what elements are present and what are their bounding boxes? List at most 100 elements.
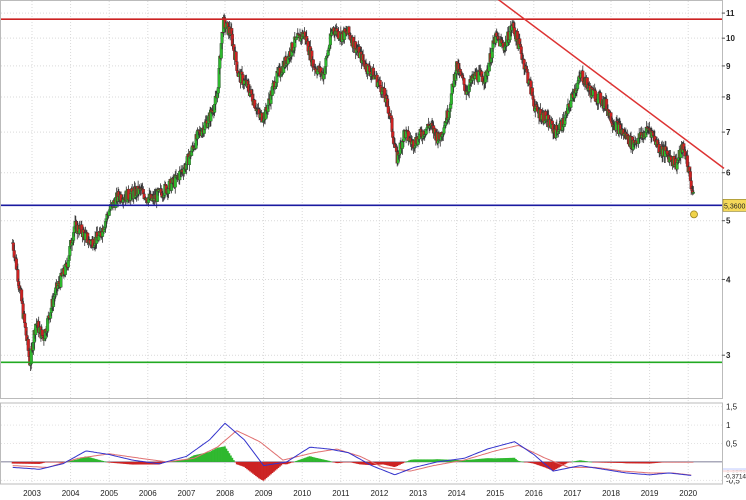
- macd-histogram-bar: [262, 461, 265, 481]
- macd-histogram-bar: [691, 461, 694, 463]
- macd-histogram-bar: [131, 461, 134, 465]
- macd-histogram-bar: [93, 458, 96, 462]
- macd-histogram-bar: [409, 459, 412, 462]
- macd-histogram-bar: [500, 458, 502, 462]
- macd-histogram-bar: [148, 461, 151, 465]
- macd-histogram-bar: [555, 461, 557, 470]
- macd-histogram-bar: [391, 461, 394, 467]
- macd-signal-line: [12, 430, 692, 476]
- macd-histogram-bar: [408, 460, 410, 462]
- macd-histogram-bar: [583, 460, 586, 462]
- macd-histogram-bar: [565, 461, 568, 464]
- macd-histogram-bar: [618, 461, 621, 463]
- macd-histogram-bar: [216, 447, 219, 462]
- x-tick-label: 2019: [641, 489, 659, 498]
- candle-body: [378, 80, 382, 86]
- candle-body: [347, 26, 351, 34]
- macd-histogram-bar: [682, 461, 685, 463]
- y-tick-label: 11: [726, 9, 735, 18]
- macd-histogram-bar: [128, 461, 131, 465]
- macd-histogram-bar: [621, 461, 624, 464]
- macd-histogram-bar: [209, 451, 211, 462]
- macd-histogram-bar: [182, 459, 185, 462]
- macd-histogram-bar: [96, 459, 99, 462]
- macd-histogram-bar: [513, 457, 516, 462]
- macd-histogram-bar: [543, 461, 545, 468]
- macd-histogram-bar: [292, 461, 295, 463]
- macd-histogram-bar: [396, 461, 399, 467]
- macd-histogram-bar: [327, 460, 330, 462]
- macd-histogram-bar: [112, 461, 115, 463]
- macd-histogram-bar: [666, 461, 669, 463]
- macd-histogram-bar: [449, 459, 452, 462]
- macd-histogram-bar: [354, 461, 357, 464]
- macd-histogram-bar: [644, 461, 646, 464]
- macd-histogram-bar: [525, 461, 528, 463]
- macd-histogram-bar: [688, 461, 691, 463]
- macd-histogram-bar: [452, 459, 455, 462]
- macd-histogram-bar: [72, 460, 75, 462]
- macd-histogram-bar: [133, 461, 136, 465]
- macd-histogram-bar: [275, 461, 278, 470]
- macd-histogram-bar: [274, 461, 277, 471]
- macd-histogram-bar: [191, 456, 194, 462]
- candle-body: [386, 106, 390, 114]
- macd-histogram-bar: [651, 461, 654, 464]
- macd-histogram-bar: [293, 461, 296, 463]
- macd-histogram-bar: [627, 461, 630, 464]
- candle-body: [458, 69, 462, 73]
- macd-histogram-bar: [480, 458, 483, 462]
- macd-histogram-bar: [463, 460, 465, 462]
- macd-histogram-bar: [569, 461, 572, 463]
- macd-histogram-bar: [537, 461, 540, 466]
- macd-histogram-bar: [283, 461, 286, 465]
- macd-histogram-bar: [412, 459, 415, 462]
- macd-histogram-bar: [142, 461, 145, 465]
- macd-histogram-bar: [44, 461, 47, 463]
- macd-histogram-bar: [240, 461, 243, 466]
- macd-histogram-bar: [338, 461, 341, 463]
- macd-histogram-bar: [685, 461, 688, 463]
- macd-histogram-bar: [271, 461, 274, 474]
- macd-histogram-bar: [376, 461, 379, 465]
- macd-histogram-bar: [538, 461, 541, 466]
- macd-histogram-bar: [26, 461, 29, 464]
- alert-bell-icon: [690, 210, 698, 219]
- macd-histogram-bar: [204, 452, 207, 462]
- macd-histogram-bar: [489, 458, 492, 462]
- macd-histogram-bar: [414, 459, 416, 462]
- macd-histogram-bar: [632, 461, 635, 464]
- macd-histogram-bar: [350, 461, 352, 463]
- macd-histogram-bar: [91, 458, 94, 462]
- macd-histogram-bar: [127, 461, 130, 465]
- macd-histogram-bar: [586, 461, 589, 462]
- macd-histogram-bar: [422, 459, 425, 462]
- macd-histogram-bar: [108, 461, 110, 463]
- macd-histogram-bar: [370, 461, 373, 466]
- macd-histogram-bar: [186, 458, 189, 462]
- macd-histogram-bar: [225, 448, 228, 462]
- macd-histogram-bar: [29, 461, 32, 464]
- macd-histogram-bar: [612, 461, 615, 463]
- macd-histogram-bar: [81, 457, 84, 462]
- macd-histogram-bar: [486, 458, 489, 462]
- candle-body: [23, 313, 27, 324]
- macd-histogram-bar: [451, 459, 453, 462]
- x-tick-label: 2012: [371, 489, 389, 498]
- macd-histogram-bar: [14, 461, 17, 464]
- macd-histogram-bar: [84, 456, 87, 462]
- macd-histogram-bar: [94, 458, 97, 462]
- macd-histogram-bar: [667, 461, 670, 463]
- macd-histogram-bar: [454, 459, 456, 462]
- macd-histogram-bar: [206, 452, 208, 462]
- last-price-badge: [722, 199, 746, 212]
- macd-histogram-bar: [641, 461, 643, 464]
- macd-histogram-bar: [506, 457, 508, 462]
- macd-histogram-bar: [474, 459, 477, 462]
- macd-histogram-bar: [335, 461, 338, 464]
- candle-body: [685, 155, 690, 167]
- macd-histogram-bar: [213, 449, 216, 462]
- macd-histogram-bar: [317, 458, 320, 462]
- macd-histogram-bar: [215, 448, 217, 462]
- macd-histogram-bar: [635, 461, 638, 464]
